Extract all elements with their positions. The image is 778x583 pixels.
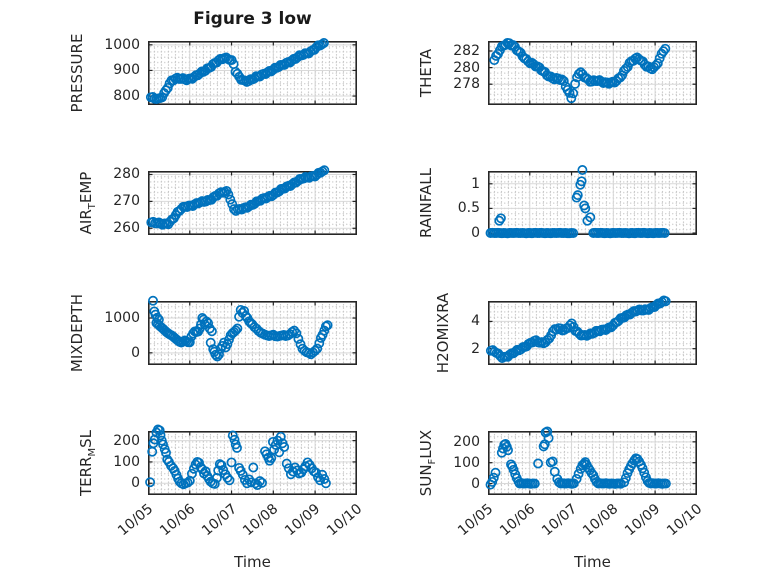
rainfall-gridlines <box>488 171 697 235</box>
time-xlabel-right: Time <box>574 553 611 571</box>
subplot-h2omixra-plot-area <box>485 295 697 366</box>
figure-title: Figure 3 low <box>193 9 312 29</box>
subplot-pressure-plot-area <box>145 38 357 106</box>
pressure-ylabel: PRESSURE <box>68 33 87 113</box>
air-temp-ytick-label: 280 <box>113 166 140 183</box>
terr-msl-ytick-label: 100 <box>113 453 140 470</box>
subplot-mixdepth-plot-area <box>148 295 357 366</box>
terr-msl-ylabel: TERRMSL <box>76 429 98 497</box>
pressure-plot-svg <box>145 38 357 106</box>
h2omixra-ytick-label: 2 <box>471 340 480 357</box>
theta-ylabel: THETA <box>416 48 435 98</box>
subplot-air-temp-plot-area <box>146 165 357 236</box>
air-temp-ylabel: AIRTEMP <box>76 171 98 235</box>
time-xlabel-left: Time <box>234 553 271 571</box>
air-temp-axes-box <box>148 171 357 236</box>
sun-flux-axes-box <box>488 431 697 496</box>
h2omixra-plot-svg <box>485 295 697 366</box>
mixdepth-plot-svg <box>148 295 357 366</box>
terr-msl-axes-box <box>148 431 357 496</box>
rainfall-ytick-label: 0.5 <box>457 200 480 217</box>
rainfall-axes-box <box>488 171 697 236</box>
theta-ytick-label: 282 <box>453 42 480 59</box>
h2omixra-ylabel: H2OMIXRA <box>434 292 453 374</box>
air-temp-markers <box>146 165 330 230</box>
air-temp-plot-svg <box>146 165 357 236</box>
sun-flux-markers <box>485 426 671 490</box>
theta-markers <box>489 37 671 104</box>
rainfall-ytick-label: 0 <box>471 225 480 242</box>
sun-flux-plot-svg <box>485 426 697 496</box>
rainfall-plot-svg <box>485 165 697 239</box>
sun-flux-ytick-label: 200 <box>453 433 480 450</box>
pressure-markers <box>145 38 329 104</box>
h2omixra-markers <box>485 295 671 363</box>
air-temp-ytick-label: 260 <box>113 220 140 237</box>
mixdepth-ylabel: MIXDEPTH <box>68 293 87 373</box>
mixdepth-ytick-label: 1000 <box>104 310 140 327</box>
subplot-rainfall-plot-area <box>485 165 697 239</box>
mixdepth-markers <box>148 295 333 362</box>
theta-ytick-label: 280 <box>453 59 480 76</box>
sun-flux-ytick-label: 0 <box>471 475 480 492</box>
terr-msl-ytick-label: 200 <box>113 432 140 449</box>
theta-gridlines <box>488 41 697 105</box>
pressure-ytick-label: 900 <box>113 62 140 79</box>
sun-flux-ylabel: SUNFLUX <box>416 429 438 497</box>
pressure-ytick-label: 1000 <box>104 36 140 53</box>
subplot-theta-plot-area <box>488 37 697 106</box>
theta-plot-svg <box>488 37 697 106</box>
h2omixra-ytick-label: 4 <box>471 313 480 330</box>
terr-msl-ytick-label: 0 <box>131 475 140 492</box>
subplot-terr-msl-plot-area <box>145 424 357 496</box>
terr-msl-markers <box>145 424 331 490</box>
subplot-sun-flux-plot-area <box>485 426 697 496</box>
rainfall-markers <box>485 165 670 239</box>
mixdepth-ytick-label: 0 <box>131 344 140 361</box>
rainfall-ytick-label: 1 <box>471 175 480 192</box>
pressure-ytick-label: 800 <box>113 88 140 105</box>
theta-axes-box <box>488 41 697 106</box>
terr-msl-plot-svg <box>145 424 357 496</box>
mixdepth-axes-box <box>148 301 357 366</box>
air-temp-ytick-label: 270 <box>113 193 140 210</box>
rainfall-ylabel: RAINFALL <box>416 168 435 238</box>
theta-ytick-label: 278 <box>453 76 480 93</box>
sun-flux-ytick-label: 100 <box>453 454 480 471</box>
